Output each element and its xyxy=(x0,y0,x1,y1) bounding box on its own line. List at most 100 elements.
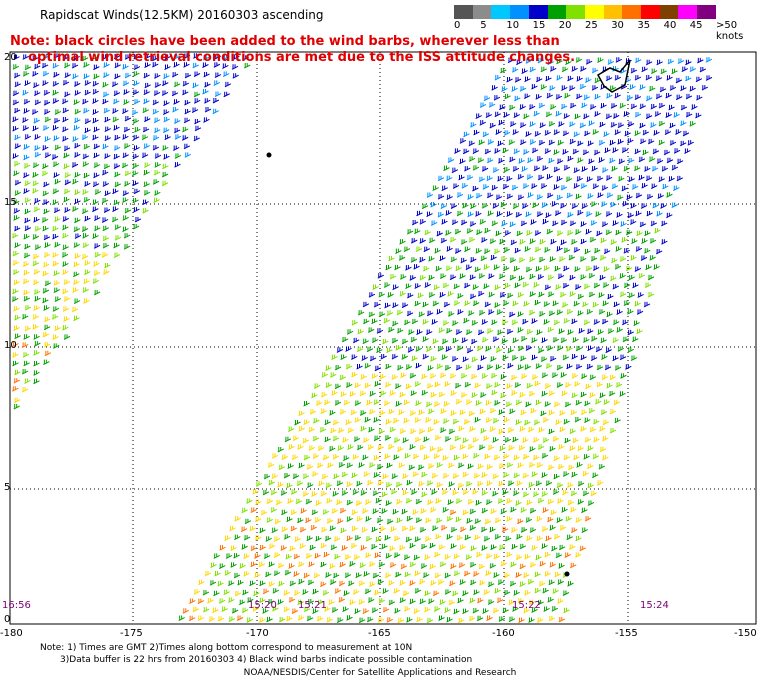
wind-barb xyxy=(328,599,335,605)
wind-barb xyxy=(392,284,399,291)
wind-barb xyxy=(620,221,627,227)
wind-barb xyxy=(255,499,262,505)
wind-barb xyxy=(547,516,554,523)
wind-barb xyxy=(464,534,471,541)
wind-barb xyxy=(428,256,435,262)
wind-barb xyxy=(225,553,233,559)
wind-barb xyxy=(23,289,30,296)
wind-barb xyxy=(495,230,502,237)
wind-barb xyxy=(277,446,284,453)
wind-barb xyxy=(529,256,536,263)
wind-barb xyxy=(259,597,266,604)
wind-barb xyxy=(102,91,110,98)
time-label: 15:21 xyxy=(298,600,327,611)
wind-barb xyxy=(629,219,637,225)
wind-barb xyxy=(612,113,620,119)
wind-barb xyxy=(495,194,503,201)
wind-barb xyxy=(459,544,466,551)
wind-barb xyxy=(24,305,32,311)
wind-barb xyxy=(111,81,119,88)
wind-barb xyxy=(84,118,92,125)
wind-barb xyxy=(113,53,121,60)
wind-barb xyxy=(297,615,305,621)
wind-barb xyxy=(410,337,418,343)
hawaii-coastline xyxy=(596,59,631,93)
wind-barb xyxy=(647,292,655,298)
wind-barb xyxy=(132,134,140,141)
wind-barb xyxy=(93,64,100,71)
wind-barb xyxy=(387,292,394,298)
wind-barb xyxy=(347,444,354,450)
wind-barb xyxy=(394,383,402,389)
wind-barb xyxy=(460,373,468,379)
wind-barb xyxy=(635,192,643,199)
wind-barb xyxy=(557,140,564,146)
wind-barb xyxy=(423,436,430,443)
wind-barb xyxy=(94,215,101,221)
wind-barb xyxy=(537,444,545,450)
wind-barb xyxy=(630,355,638,361)
wind-barb xyxy=(336,499,343,506)
wind-barb xyxy=(598,292,605,298)
wind-barb xyxy=(42,199,50,205)
wind-barb xyxy=(113,163,121,169)
wind-barb xyxy=(447,157,455,163)
wind-barb xyxy=(556,58,563,65)
wind-barb xyxy=(152,135,160,141)
wind-barb xyxy=(547,274,555,281)
wind-barb xyxy=(516,534,523,540)
wind-barb xyxy=(567,156,574,162)
wind-barb xyxy=(575,193,582,200)
wind-barb xyxy=(665,112,672,118)
wind-barb xyxy=(577,499,584,505)
wind-barb xyxy=(384,453,391,460)
wind-barb xyxy=(337,518,344,524)
wind-barb xyxy=(685,93,693,100)
wind-barb xyxy=(207,598,214,604)
wind-barb xyxy=(575,345,583,352)
wind-barb xyxy=(584,516,592,522)
wind-barb xyxy=(102,235,110,242)
wind-barb xyxy=(511,67,519,73)
wind-barb xyxy=(563,247,571,254)
wind-barb xyxy=(104,117,111,123)
wind-barb xyxy=(325,482,333,489)
wind-barb xyxy=(520,336,528,342)
wind-barb xyxy=(616,194,624,201)
wind-barb xyxy=(499,292,507,298)
wind-barb xyxy=(357,329,364,335)
wind-barb xyxy=(184,152,191,158)
wind-barb xyxy=(420,543,428,550)
wind-barb xyxy=(267,598,275,605)
wind-barb xyxy=(575,364,583,370)
wind-barb xyxy=(287,426,295,432)
wind-barb xyxy=(83,278,90,285)
wind-barb xyxy=(608,390,616,397)
wind-barb xyxy=(133,207,140,213)
wind-barb xyxy=(605,175,613,181)
wind-barb xyxy=(382,588,389,594)
wind-barb xyxy=(311,509,319,516)
wind-barb xyxy=(567,499,575,506)
legend-swatch xyxy=(622,5,642,19)
wind-barb xyxy=(34,341,41,347)
wind-barb xyxy=(193,71,201,77)
wind-barb xyxy=(323,399,331,406)
wind-barb xyxy=(41,217,49,223)
wind-barb xyxy=(565,59,572,66)
wind-barb xyxy=(34,90,41,97)
wind-barb xyxy=(103,108,110,114)
wind-barb xyxy=(491,390,498,396)
wind-barb xyxy=(593,419,600,425)
wind-barb xyxy=(589,374,596,381)
wind-barb xyxy=(544,130,551,136)
wind-barb xyxy=(393,588,400,594)
wind-barb xyxy=(164,54,171,60)
wind-barb xyxy=(492,437,499,443)
wind-barb xyxy=(233,54,240,60)
wind-barb xyxy=(616,327,623,333)
wind-barb xyxy=(263,553,271,560)
wind-barb xyxy=(504,230,512,236)
wind-barb xyxy=(503,453,510,460)
wind-barb xyxy=(597,329,604,335)
